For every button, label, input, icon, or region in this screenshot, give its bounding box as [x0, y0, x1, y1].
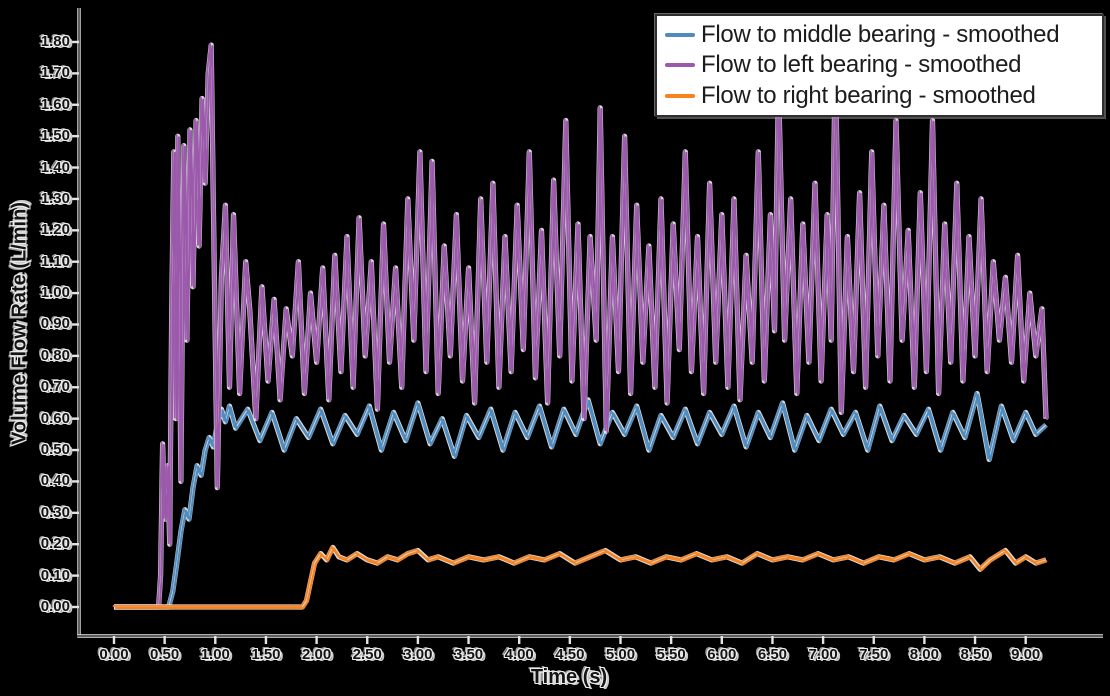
legend-swatch-blue-line-icon — [665, 33, 695, 38]
x-tick-label: 5.00 — [605, 646, 636, 663]
series-left-bearing-line — [115, 45, 1049, 610]
x-tick-label: 9.00 — [1011, 646, 1041, 663]
legend-label: Flow to right bearing - smoothed — [701, 81, 1036, 109]
x-tick-label: 8.00 — [909, 646, 939, 663]
x-tick-label: 4.50 — [555, 646, 585, 663]
y-tick-label: 0.30 — [40, 503, 70, 521]
x-tick-label: 7.50 — [859, 646, 889, 663]
x-tick-label: 6.00 — [707, 646, 737, 663]
x-tick-label: 2.00 — [301, 646, 332, 663]
y-tick-label: 0.00 — [40, 598, 70, 615]
y-tick-label: 0.60 — [40, 409, 70, 427]
x-axis-label: Time (s) — [530, 666, 608, 688]
y-tick-label: 0.50 — [40, 441, 70, 459]
y-tick-label: 1.10 — [40, 252, 70, 270]
y-tick-label: 1.70 — [40, 64, 70, 82]
legend-label: Flow to left bearing - smoothed — [701, 51, 1022, 79]
legend-label: Flow to middle bearing - smoothed — [701, 21, 1060, 49]
x-tick-label: 1.00 — [200, 646, 230, 663]
y-tick-label: 0.40 — [40, 472, 70, 490]
x-tick-label: 1.50 — [251, 646, 281, 663]
y-tick-label: 1.00 — [40, 284, 70, 302]
y-tick-label: 1.60 — [40, 95, 70, 113]
legend-item-middle-bearing: Flow to middle bearing - smoothed — [665, 20, 1094, 50]
x-tick-label: 7.00 — [808, 646, 838, 663]
x-tick-label: 0.00 — [99, 646, 129, 663]
x-tick-label: 2.50 — [352, 646, 382, 663]
y-tick-label: 1.20 — [40, 221, 70, 239]
x-tick-label: 5.50 — [656, 646, 686, 663]
legend: Flow to middle bearing - smoothed Flow t… — [655, 14, 1104, 117]
y-tick-label: 0.70 — [40, 378, 70, 396]
y-tick-label: 0.20 — [40, 535, 70, 553]
x-tick-label: 3.50 — [453, 646, 484, 663]
x-tick-label: 4.00 — [504, 646, 534, 663]
series-middle-bearing-ghost — [112, 391, 1046, 607]
y-tick-label: 0.90 — [40, 315, 70, 333]
x-tick-label: 0.50 — [150, 646, 180, 663]
x-tick-label: 8.50 — [960, 646, 990, 663]
legend-swatch-purple-line-icon — [665, 63, 695, 68]
series-right-bearing-line — [115, 547, 1048, 610]
x-tick-label: 3.00 — [403, 646, 433, 663]
y-tick-label: 0.80 — [40, 346, 70, 364]
y-tick-label: 1.30 — [40, 189, 70, 207]
series-middle-bearing-line — [115, 393, 1048, 610]
y-tick-label: 1.40 — [40, 158, 70, 176]
legend-swatch-orange-line-icon — [665, 93, 695, 98]
legend-item-right-bearing: Flow to right bearing - smoothed — [665, 81, 1094, 111]
y-tick-label: 0.10 — [40, 566, 70, 584]
x-tick-label: 6.50 — [757, 646, 788, 663]
legend-item-left-bearing: Flow to left bearing - smoothed — [665, 50, 1094, 80]
y-tick-label: 1.80 — [40, 32, 70, 50]
y-tick-label: 1.50 — [40, 127, 70, 145]
